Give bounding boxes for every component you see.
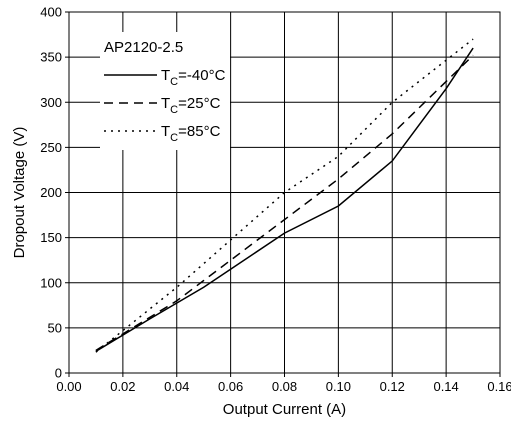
legend-title: AP2120-2.5 bbox=[104, 39, 183, 56]
x-tick-label: 0.12 bbox=[380, 379, 405, 394]
y-axis-ticks: 0 50 100 150 200 250 300 350 400 bbox=[40, 5, 69, 381]
y-tick-label: 50 bbox=[48, 320, 62, 335]
x-tick-label: 0.08 bbox=[272, 379, 297, 394]
series-lines bbox=[95, 38, 474, 353]
legend: AP2120-2.5 TC=-40°C TC=25°C TC=85°C bbox=[100, 32, 230, 150]
x-tick-label: 0.04 bbox=[164, 379, 189, 394]
x-axis-title: Output Current (A) bbox=[223, 401, 346, 418]
legend-label: TC=-40°C bbox=[161, 67, 226, 88]
y-tick-label: 300 bbox=[40, 95, 62, 110]
legend-label: TC=25°C bbox=[161, 95, 221, 116]
series-line-solid bbox=[95, 47, 474, 352]
y-tick-label: 100 bbox=[40, 275, 62, 290]
x-tick-label: 0.10 bbox=[326, 379, 351, 394]
series-line-dashed bbox=[95, 54, 474, 352]
legend-label: TC=85°C bbox=[161, 123, 221, 144]
x-tick-label: 0.02 bbox=[110, 379, 135, 394]
y-tick-label: 350 bbox=[40, 50, 62, 65]
x-tick-label: 0.06 bbox=[218, 379, 243, 394]
y-tick-label: 250 bbox=[40, 140, 62, 155]
y-axis-title: Dropout Voltage (V) bbox=[11, 127, 28, 259]
y-tick-label: 200 bbox=[40, 185, 62, 200]
y-tick-label: 0 bbox=[55, 366, 62, 381]
x-tick-label: 0.00 bbox=[56, 379, 81, 394]
y-tick-label: 400 bbox=[40, 5, 62, 20]
x-tick-label: 0.16 bbox=[487, 379, 511, 394]
x-axis-ticks: 0.00 0.02 0.04 0.06 0.08 0.10 0.12 0.14 0.16 bbox=[56, 373, 511, 394]
y-tick-label: 150 bbox=[40, 230, 62, 245]
legend-background bbox=[100, 32, 230, 150]
x-tick-label: 0.14 bbox=[433, 379, 458, 394]
